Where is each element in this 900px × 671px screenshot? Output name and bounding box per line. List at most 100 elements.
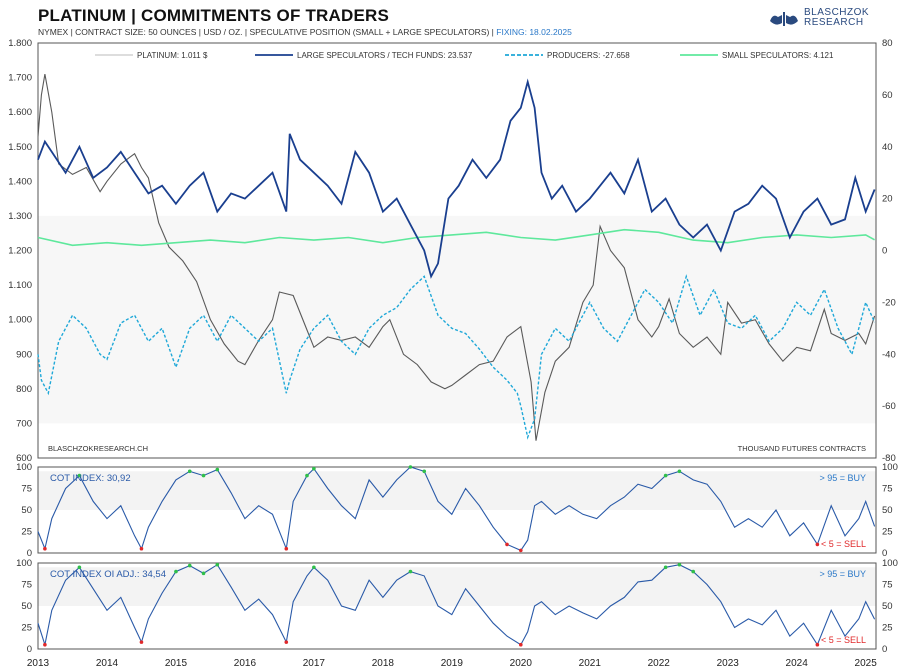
cot-index-oi-buy-label: > 95 = BUY bbox=[819, 569, 866, 579]
year-tick-label: 2015 bbox=[165, 658, 188, 669]
year-tick-label: 2020 bbox=[510, 658, 533, 669]
year-tick-label: 2024 bbox=[786, 658, 809, 669]
right-tick-label: 80 bbox=[882, 38, 893, 49]
cot-index-buy-point bbox=[305, 473, 309, 478]
right-tick-label: -60 bbox=[882, 401, 896, 412]
main-plot-frame bbox=[37, 42, 877, 459]
legend-label: LARGE SPECULATORS / TECH FUNDS: 23.537 bbox=[297, 51, 473, 60]
logo-line-2: RESEARCH bbox=[804, 17, 864, 28]
cot-index-buy-point bbox=[77, 473, 82, 478]
cot-index-left-tick: 100 bbox=[16, 462, 32, 473]
cot-index-index-line bbox=[37, 466, 876, 552]
cot-index-oi-buy-point bbox=[691, 569, 696, 574]
cot-index-sell-label: < 5 = SELL bbox=[821, 539, 866, 549]
cot-index-sell-point bbox=[284, 546, 289, 551]
cot-index-oi-buy-point bbox=[187, 563, 192, 568]
cot-index-oi-buy-point bbox=[677, 562, 682, 567]
cot-index-oi-shade-band bbox=[38, 567, 876, 606]
cot-index-buy-point bbox=[215, 467, 220, 472]
left-tick-label: 600 bbox=[16, 453, 32, 464]
year-tick-label: 2022 bbox=[648, 658, 671, 669]
cot-index-label: COT INDEX: 30,92 bbox=[50, 473, 131, 484]
cot-index-oi-left-tick: 100 bbox=[16, 558, 32, 569]
cot-index-oi-sell-point bbox=[139, 640, 144, 644]
cot-index-right-tick: 75 bbox=[882, 484, 893, 495]
cot-index-left-tick: 0 bbox=[27, 548, 32, 559]
cot-index-oi-buy-point bbox=[408, 569, 413, 574]
cot-index-sell-point bbox=[518, 548, 523, 553]
cot-index-buy-point bbox=[187, 469, 192, 474]
cot-index-oi-buy-point bbox=[312, 565, 316, 570]
cot-index-oi-right-tick: 25 bbox=[882, 623, 893, 634]
cot-index-left-tick: 50 bbox=[21, 505, 32, 516]
left-tick-label: 1.400 bbox=[8, 176, 32, 187]
year-tick-label: 2017 bbox=[303, 658, 326, 669]
cot-index-oi-buy-point bbox=[215, 562, 220, 567]
watermark-text: BLASCHZOKRESEARCH.CH bbox=[48, 444, 148, 453]
cot-index-buy-point bbox=[677, 469, 682, 474]
cot-index-sell-point bbox=[139, 546, 144, 551]
right-tick-label: -80 bbox=[882, 453, 896, 464]
cot-index-buy-point bbox=[201, 473, 206, 478]
year-tick-label: 2013 bbox=[27, 658, 50, 669]
cot-index-left-tick: 25 bbox=[21, 527, 32, 538]
year-tick-label: 2025 bbox=[855, 658, 878, 669]
cot-index-buy-point bbox=[422, 469, 427, 474]
cot-index-oi-sell-point bbox=[815, 642, 820, 647]
year-tick-label: 2023 bbox=[717, 658, 740, 669]
cot-index-oi-left-tick: 75 bbox=[21, 580, 32, 591]
producers-line bbox=[37, 274, 876, 440]
year-tick-label: 2019 bbox=[441, 658, 464, 669]
right-tick-label: -20 bbox=[882, 297, 896, 308]
year-tick-label: 2016 bbox=[234, 658, 257, 669]
cot-index-right-tick: 0 bbox=[882, 548, 887, 559]
cot-index-sell-point bbox=[43, 546, 47, 551]
left-tick-label: 1.200 bbox=[8, 246, 32, 257]
cot-index-oi-sell-label: < 5 = SELL bbox=[821, 635, 866, 645]
cot-index-oi-index-line bbox=[37, 563, 876, 647]
cot-index-oi-sell-point bbox=[518, 642, 523, 647]
units-note: THOUSAND FUTURES CONTRACTS bbox=[738, 444, 866, 453]
cot-index-oi-buy-point bbox=[174, 569, 178, 574]
cot-index-oi-right-tick: 0 bbox=[882, 644, 887, 655]
legend-label: SMALL SPECULATORS: 4.121 bbox=[722, 51, 834, 60]
cot-index-oi-left-tick: 0 bbox=[27, 644, 32, 655]
year-tick-label: 2021 bbox=[579, 658, 602, 669]
cot-index-oi-buy-point bbox=[201, 571, 206, 576]
right-tick-label: 60 bbox=[882, 90, 893, 101]
cot-index-oi-left-tick: 50 bbox=[21, 601, 32, 612]
left-tick-label: 1.000 bbox=[8, 315, 32, 326]
cot-index-oi-right-tick: 50 bbox=[882, 601, 893, 612]
cot-index-right-tick: 100 bbox=[882, 462, 898, 473]
brand-logo: BLASCHZOK RESEARCH bbox=[768, 6, 869, 30]
cot-index-buy-point bbox=[663, 473, 668, 478]
cot-index-buy-label: > 95 = BUY bbox=[819, 473, 866, 483]
page-title: PLATINUM | COMMITMENTS OF TRADERS bbox=[38, 6, 390, 25]
cot-index-right-tick: 50 bbox=[882, 505, 893, 516]
bull-bear-icon bbox=[770, 12, 798, 26]
cot-index-right-tick: 25 bbox=[882, 527, 893, 538]
left-tick-label: 1.100 bbox=[8, 280, 32, 291]
year-tick-label: 2014 bbox=[96, 658, 119, 669]
legend-label: PRODUCERS: -27.658 bbox=[547, 51, 630, 60]
year-tick-label: 2018 bbox=[372, 658, 395, 669]
cot-index-left-tick: 75 bbox=[21, 484, 32, 495]
legend-label: PLATINUM: 1.011 $ bbox=[137, 51, 208, 60]
cot-index-oi-label: COT INDEX OI ADJ.: 34,54 bbox=[50, 569, 166, 580]
cot-index-sell-point bbox=[505, 542, 509, 547]
left-tick-label: 800 bbox=[16, 384, 32, 395]
cot-index-oi-left-tick: 25 bbox=[21, 623, 32, 634]
right-tick-label: 20 bbox=[882, 194, 893, 205]
cot-index-oi-sell-point bbox=[284, 640, 289, 644]
fixing-date: FIXING: 18.02.2025 bbox=[496, 27, 572, 37]
right-tick-label: -40 bbox=[882, 349, 896, 360]
large-speculators-line bbox=[37, 78, 876, 279]
small-speculators-line bbox=[37, 228, 875, 247]
left-tick-label: 700 bbox=[16, 418, 32, 429]
platinum-price-line bbox=[37, 74, 876, 441]
cot-index-oi-buy-point bbox=[663, 565, 668, 570]
left-tick-label: 900 bbox=[16, 349, 32, 360]
left-tick-label: 1.300 bbox=[8, 211, 32, 222]
chart-subtitle: NYMEX | CONTRACT SIZE: 50 OUNCES | USD /… bbox=[38, 27, 572, 37]
